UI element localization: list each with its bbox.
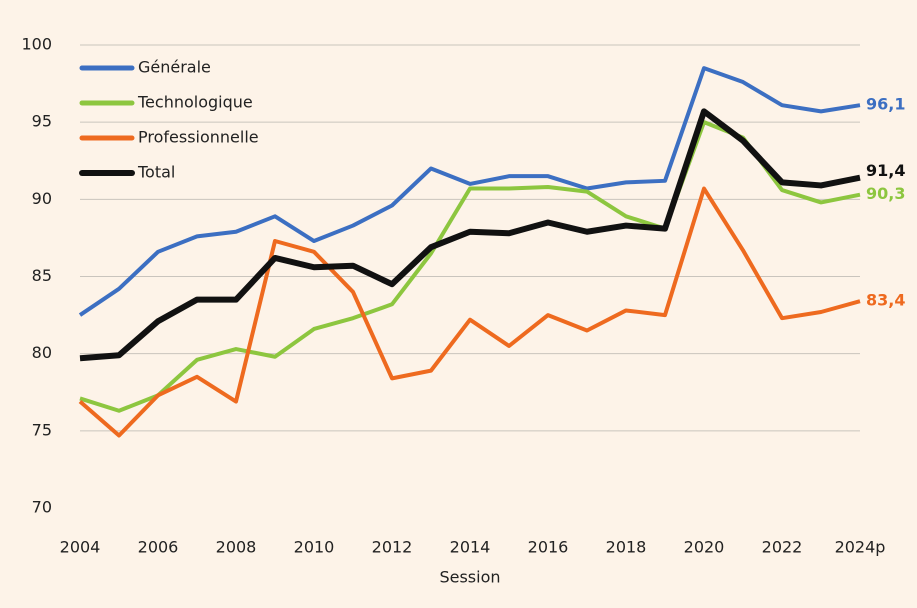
- x-tick-label: 2010: [294, 538, 335, 557]
- x-tick-label: 2018: [606, 538, 647, 557]
- line: [78, 186, 861, 438]
- legend-label: Total: [137, 163, 175, 182]
- x-tick-label: 2012: [372, 538, 413, 557]
- end-label: 96,1: [866, 95, 905, 114]
- end-label: 90,3: [866, 184, 905, 203]
- x-tick-label: 2014: [450, 538, 491, 557]
- x-tick-label: 2008: [216, 538, 257, 557]
- legend-label: Technologique: [137, 93, 253, 112]
- x-tick-label: 2020: [684, 538, 725, 557]
- end-label: 83,4: [866, 291, 905, 310]
- y-tick-label: 100: [21, 35, 52, 54]
- legend-label: Générale: [138, 58, 211, 77]
- y-tick-label: 85: [32, 266, 52, 285]
- x-tick-label: 2004: [60, 538, 101, 557]
- y-tick-label: 90: [32, 189, 52, 208]
- x-tick-label: 2016: [528, 538, 569, 557]
- end-label: 91,4: [866, 161, 905, 180]
- y-tick-label: 95: [32, 112, 52, 131]
- line: [79, 120, 861, 413]
- x-tick-label: 2024p: [835, 538, 886, 557]
- y-tick-label: 70: [32, 498, 52, 517]
- line: [78, 66, 861, 317]
- x-tick-label: 2022: [762, 538, 803, 557]
- y-tick-label: 75: [32, 420, 52, 439]
- x-tick-label: 2006: [138, 538, 179, 557]
- x-axis-label: Session: [439, 568, 500, 587]
- legend-label: Professionnelle: [138, 128, 259, 147]
- line: [79, 108, 861, 362]
- y-tick-label: 80: [32, 343, 52, 362]
